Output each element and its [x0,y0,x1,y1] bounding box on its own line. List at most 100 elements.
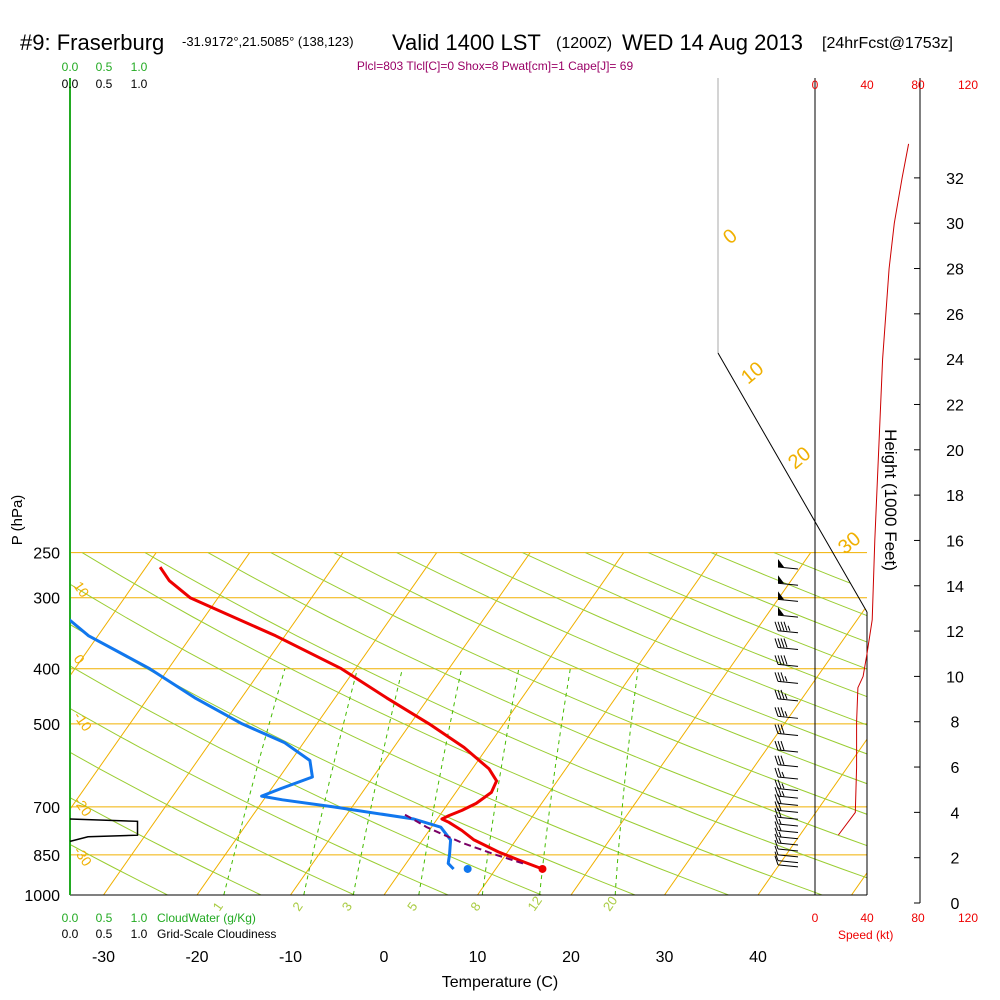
speed-scale-bottom: 120 [958,911,978,925]
wind-barb-flag [777,755,782,765]
isotherm-line [290,552,531,895]
mixing-ratio-line [352,668,403,895]
height-tick-label: 4 [951,805,960,822]
wind-barb-staff [777,630,799,634]
wind-barb-staff [777,614,799,618]
wind-barb-staff [777,809,799,813]
dry-adiabat-line [333,552,867,895]
y-tick-label: 700 [33,800,60,817]
x-tick-label: -30 [92,949,115,966]
wind-barb-staff [777,848,799,852]
mixing-ratio-label: 20 [600,893,621,913]
dry-adiabat-line [522,552,867,895]
wind-barb-staff [777,854,799,858]
x-tick-label: -10 [279,949,302,966]
dry-adiabat-line [70,552,168,895]
wind-barb-flag [777,801,782,811]
wind-barb-flag [780,724,785,734]
x-tick-label: 30 [656,949,674,966]
wind-barb-flag [774,845,779,856]
x-tick-label: 40 [749,949,767,966]
dry-adiabat-line [963,553,1000,895]
cloudiness-scale-bottom: 0.0 [62,927,79,941]
isotherm-line [757,552,867,895]
dry-adiabat-line [270,552,867,895]
wind-barb-half-flag [781,783,785,789]
dry-adiabat-line [585,552,867,895]
mixing-ratio-line [223,668,286,895]
mixing-ratio-label: 5 [404,899,420,914]
surface-temp-marker [538,864,547,873]
wind-barb-flag [774,827,779,837]
dry-adiabat-line [144,552,867,895]
wind-barb-flag [777,707,782,717]
wind-barb [774,794,799,806]
wind-barb-flag [774,814,779,825]
wind-barb-half-flag [781,771,785,778]
wind-barb-staff [777,749,799,753]
speed-scale-bottom: 0 [812,911,819,925]
wind-barb-flag [780,638,785,648]
wind-barb-staff [777,598,799,602]
wind-barb [774,707,799,719]
hot-isotherm-label: 20 [784,443,815,474]
x-tick-label: -20 [185,949,208,966]
cloudwater-scale-bottom: 1.0 [131,911,148,925]
wind-barb [774,827,799,840]
wind-barb [774,851,799,864]
wind-barb-staff [777,663,799,667]
isotherm-label: -30 [71,843,96,869]
wind-barb [777,575,799,586]
wind-barb-half-flag [778,837,782,844]
x-tick-label: 0 [380,949,389,966]
wind-barb-pennant [778,607,784,616]
height-tick-label: 20 [946,443,964,460]
wind-barb-flag [774,851,779,861]
isotherm-label: -10 [71,708,96,734]
wind-barb-flag [774,839,779,850]
wind-barb-staff [777,715,799,719]
isotherm-line [570,552,812,895]
parcel-params: Plcl=803 Tlcl[C]=0 Shox=8 Pwat[cm]=1 Cap… [357,59,634,73]
wind-barb-staff [777,698,799,702]
wind-barb [774,808,799,820]
wind-barb-flag [777,740,782,751]
wind-barb [774,786,799,799]
wind-barb [777,559,799,570]
cloudiness-scale-top: 0.0 [62,77,79,91]
cloudiness-scale-top: 0.5 [96,77,113,91]
wind-barb-flag [774,621,779,631]
forecast-label: [24hrFcst@1753z] [822,35,953,52]
wind-barb [774,724,799,737]
isotherm-line [664,552,867,895]
wind-barb-flag [774,794,779,804]
wind-barb-flag [774,801,779,811]
parcel-path-line [402,813,524,865]
wind-barb-flag [780,655,785,665]
mixing-ratio-label: 8 [467,899,483,914]
wind-barb-pennant [778,575,784,584]
wind-barb [774,767,799,780]
wind-barb-flag [774,655,779,665]
isotherm-line [196,552,438,895]
isotherm-line [851,552,867,895]
height-tick-label: 14 [946,579,964,596]
cloudwater-scale-top: 0.5 [96,60,113,74]
wind-barb [774,655,799,667]
wind-barb-flag [780,689,785,700]
height-tick-label: 16 [946,533,964,550]
wind-barb [774,638,799,650]
wind-barb-flag [774,707,779,717]
wind-barb [774,833,799,846]
mixing-ratio-line [539,668,571,895]
height-tick-label: 26 [946,307,964,324]
wind-barb-staff [777,733,799,737]
cloudwater-scale-top: 1.0 [131,60,148,74]
speed-scale-top: 80 [911,78,925,92]
cloudwater-label: CloudWater (g/Kg) [157,911,256,925]
cloudiness-profile [69,818,139,843]
wind-barb-staff [777,795,799,799]
wind-barb-flag [774,740,779,751]
wind-barb-flag [780,621,785,631]
